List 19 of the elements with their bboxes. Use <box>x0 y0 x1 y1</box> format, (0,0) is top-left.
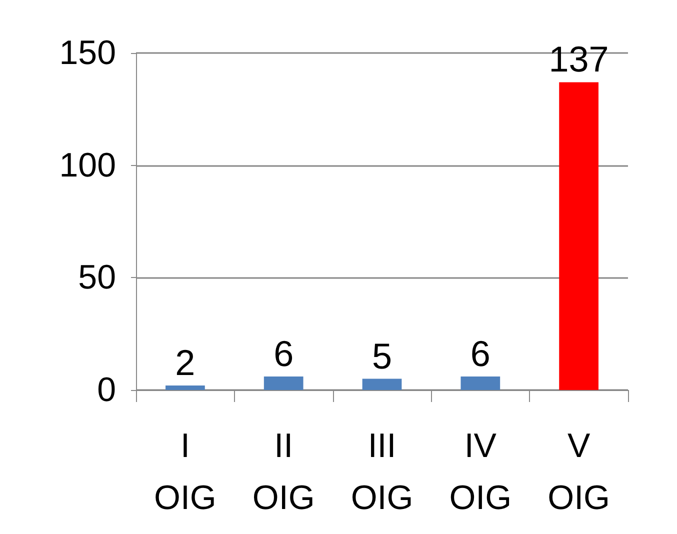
x-tick-label: II OIG <box>252 427 315 517</box>
bar <box>559 82 598 390</box>
data-label: 5 <box>372 335 392 376</box>
x-tick-label: III OIG <box>350 427 414 517</box>
x-tick-label: I OIG <box>154 427 216 517</box>
data-label: 6 <box>470 333 490 374</box>
bar <box>362 378 402 390</box>
x-tick-label: V OIG <box>548 427 610 517</box>
y-tick-label: 100 <box>59 146 116 184</box>
x-tick-label: IV OIG <box>449 427 512 517</box>
data-label: 2 <box>175 342 196 384</box>
bar <box>264 376 304 390</box>
data-label: 6 <box>274 333 294 374</box>
y-tick-label: 50 <box>78 258 116 297</box>
y-tick-label: 150 <box>59 34 116 72</box>
y-tick-label: 0 <box>97 371 116 409</box>
bar <box>460 376 500 390</box>
bar <box>166 386 205 390</box>
data-label: 137 <box>548 38 609 80</box>
